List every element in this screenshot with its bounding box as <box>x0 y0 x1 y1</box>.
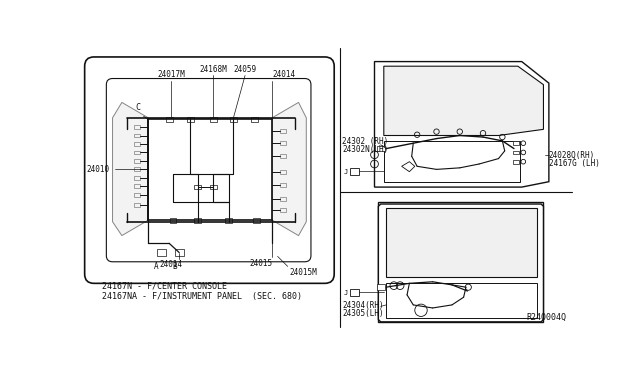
Polygon shape <box>374 62 549 187</box>
Text: 24302N(LH): 24302N(LH) <box>342 145 388 154</box>
Bar <box>210 117 217 122</box>
Polygon shape <box>402 162 415 172</box>
Text: 24168M: 24168M <box>200 65 227 74</box>
Text: 24059: 24059 <box>234 65 257 74</box>
Bar <box>513 141 520 145</box>
Bar <box>280 129 286 133</box>
Text: 24167N - F/CENTER CONSOLE: 24167N - F/CENTER CONSOLE <box>102 282 227 291</box>
Bar <box>280 170 286 174</box>
Bar <box>134 167 140 171</box>
Bar <box>134 203 140 207</box>
Text: 24015M: 24015M <box>289 268 317 277</box>
FancyBboxPatch shape <box>106 78 311 262</box>
Text: 24167NA - F/INSTRUMENT PANEL  (SEC. 680): 24167NA - F/INSTRUMENT PANEL (SEC. 680) <box>102 292 301 301</box>
Bar <box>134 142 140 146</box>
Bar <box>134 185 140 188</box>
Polygon shape <box>384 66 543 135</box>
Text: 24167G (LH): 24167G (LH) <box>549 158 600 168</box>
Text: B: B <box>172 262 177 271</box>
FancyBboxPatch shape <box>84 57 334 283</box>
Text: 24302 (RH): 24302 (RH) <box>342 137 388 146</box>
Bar <box>251 117 258 122</box>
Polygon shape <box>384 141 520 182</box>
Bar <box>134 193 140 197</box>
Bar <box>210 185 217 189</box>
Text: 24010: 24010 <box>86 165 109 174</box>
Polygon shape <box>272 102 307 235</box>
Polygon shape <box>378 202 543 322</box>
Bar <box>134 134 140 137</box>
Text: J: J <box>343 169 348 175</box>
Text: 24015: 24015 <box>249 259 272 268</box>
Text: A: A <box>154 262 158 271</box>
Bar <box>157 250 166 256</box>
Text: 24014: 24014 <box>272 70 295 79</box>
Bar <box>134 125 140 129</box>
Text: 24305(LH): 24305(LH) <box>342 309 383 318</box>
Bar <box>175 250 184 256</box>
Bar <box>195 185 202 189</box>
Bar <box>386 208 537 277</box>
Text: R240004Q: R240004Q <box>527 313 566 322</box>
Bar <box>166 117 173 122</box>
Bar <box>386 283 537 318</box>
Bar <box>187 117 193 122</box>
Text: 24304(RH): 24304(RH) <box>342 301 383 310</box>
Bar <box>280 208 286 212</box>
Bar <box>377 146 385 151</box>
Bar <box>225 218 232 222</box>
Text: C: C <box>136 103 141 112</box>
Polygon shape <box>378 204 543 322</box>
Bar <box>195 218 202 222</box>
Text: 24017M: 24017M <box>157 70 186 79</box>
Bar <box>349 168 359 175</box>
Bar <box>253 218 260 222</box>
Bar <box>280 183 286 187</box>
Bar <box>170 218 177 222</box>
Bar <box>513 160 520 164</box>
Bar <box>134 151 140 154</box>
Bar <box>134 176 140 180</box>
Polygon shape <box>113 102 148 235</box>
Bar <box>230 117 237 122</box>
Bar <box>134 159 140 163</box>
Text: J: J <box>343 290 348 296</box>
Bar <box>280 141 286 145</box>
Bar <box>349 289 359 296</box>
Bar <box>280 197 286 201</box>
Text: 24014: 24014 <box>160 260 183 269</box>
Bar <box>280 154 286 158</box>
Bar <box>513 151 520 154</box>
Text: 24028Q(RH): 24028Q(RH) <box>549 151 595 160</box>
Bar <box>377 285 385 290</box>
